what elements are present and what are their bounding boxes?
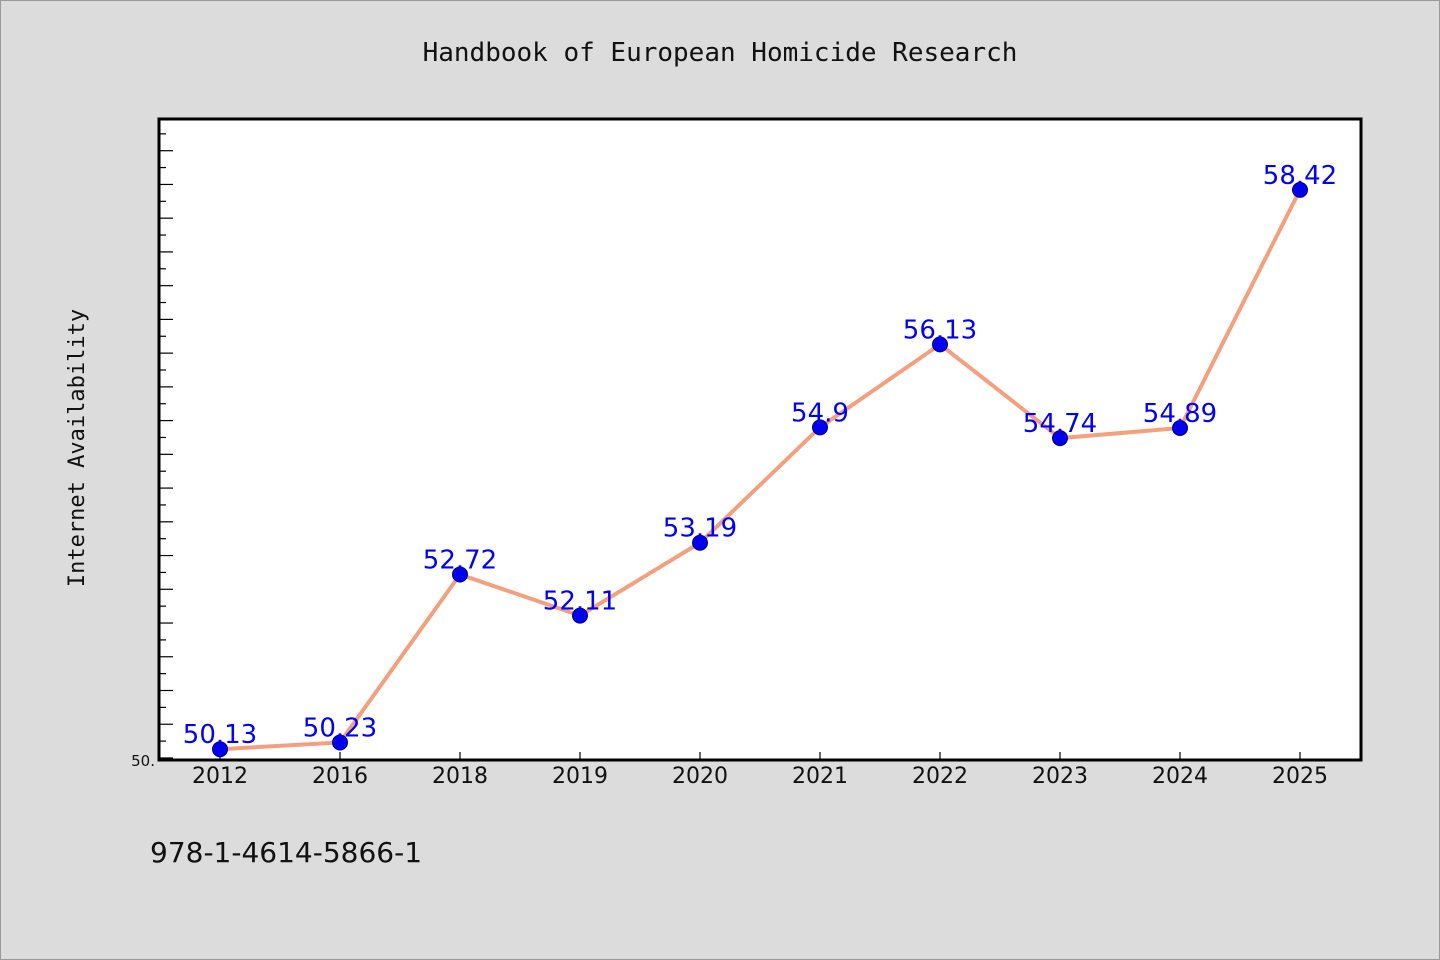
x-tick-label: 2012 (192, 764, 248, 789)
data-label: 50.13 (183, 720, 257, 750)
data-label: 52.72 (423, 545, 497, 575)
data-point (452, 566, 468, 583)
marker-group (212, 181, 1308, 758)
data-label: 50.23 (303, 713, 377, 743)
isbn-footer: 978-1-4614-5866-1 (150, 836, 422, 869)
x-tick-label: 2022 (912, 764, 968, 789)
data-label: 58.42 (1263, 161, 1337, 191)
data-label: 53.19 (663, 514, 737, 544)
plot-area (157, 117, 1363, 762)
x-tick-label: 2020 (672, 764, 728, 789)
data-point (332, 734, 348, 751)
data-point (932, 336, 948, 353)
series-line-group (219, 188, 1302, 752)
data-label-group: 50.13 50.23 52.72 52.11 53.19 54.9 56.13 54.74 5… (183, 161, 1337, 750)
data-point (572, 607, 588, 624)
y-axis-label: Internet Availability (65, 309, 90, 587)
y-tick-label: 50. (131, 752, 155, 770)
data-label: 54.89 (1143, 399, 1217, 429)
x-tick-label: 2025 (1272, 764, 1328, 789)
data-point (1052, 430, 1068, 447)
x-tick-label: 2019 (552, 764, 608, 789)
data-point (1172, 420, 1188, 437)
data-point (1292, 181, 1308, 198)
data-label: 52.11 (543, 587, 617, 617)
data-point (212, 741, 228, 758)
data-label: 54.74 (1023, 409, 1097, 439)
x-tick-label: 2018 (432, 764, 488, 789)
x-tick-label: 2016 (312, 764, 368, 789)
y-axis-ticks (159, 133, 173, 759)
data-label: 56.13 (903, 315, 977, 345)
x-axis-ticks: 2012 2016 2018 2019 2020 2021 2022 2023 2024 2025 (192, 752, 1328, 789)
data-point (812, 419, 828, 436)
data-point (692, 534, 708, 551)
x-tick-label: 2023 (1032, 764, 1088, 789)
chart-title: Handbook of European Homicide Research (423, 38, 1018, 68)
series-line (219, 188, 1302, 752)
x-tick-label: 2021 (792, 764, 848, 789)
data-label: 54.9 (791, 398, 849, 428)
x-tick-label: 2024 (1152, 764, 1208, 789)
